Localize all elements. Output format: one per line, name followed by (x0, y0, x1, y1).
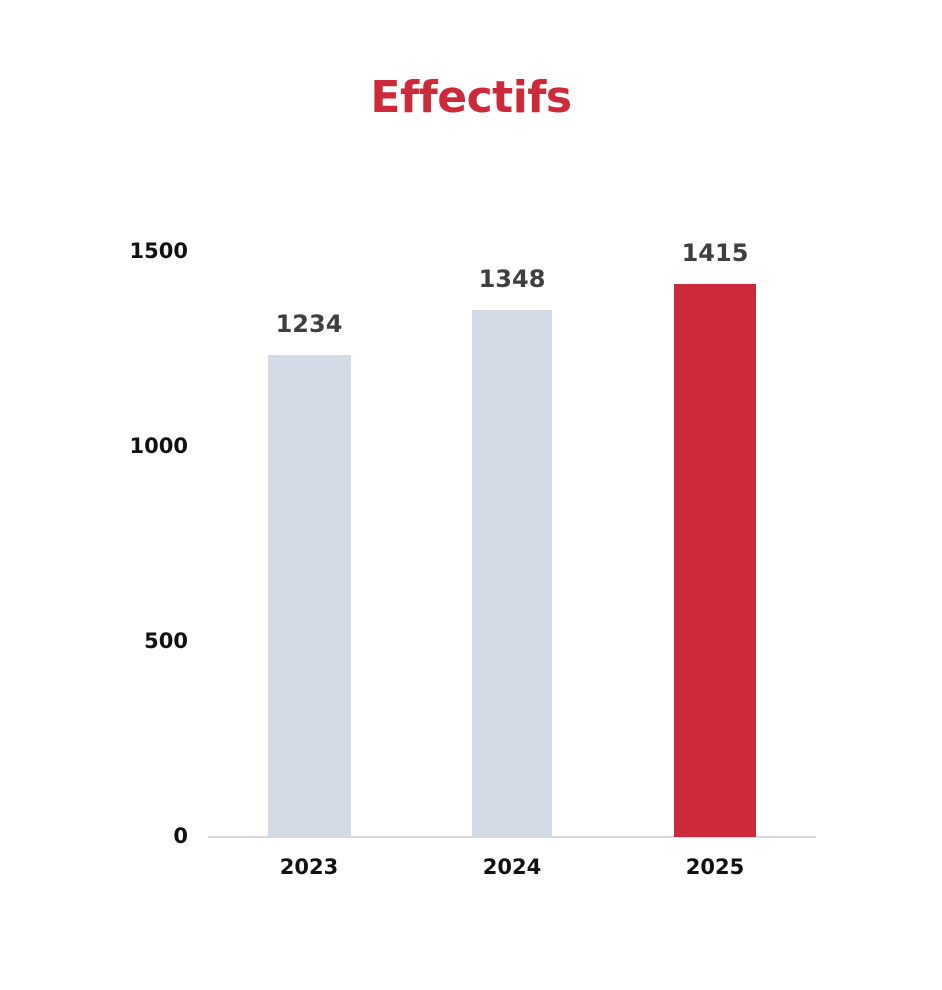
x-tick-2024: 2024 (482, 855, 542, 879)
chart-title: Effectifs (370, 72, 572, 123)
bar-2025 (674, 284, 756, 837)
bar-value-label-2024: 1348 (478, 265, 546, 294)
y-tick-1500: 1500 (129, 239, 188, 263)
x-tick-2025: 2025 (685, 855, 745, 879)
y-tick-1000: 1000 (129, 434, 188, 458)
y-tick-500: 500 (144, 629, 188, 653)
bar-2024 (472, 310, 552, 837)
bar-value-label-2025: 1415 (681, 239, 749, 268)
x-axis-line (208, 836, 816, 838)
bar-value-label-2023: 1234 (275, 309, 343, 338)
bar-2023 (268, 354, 351, 837)
y-tick-0: 0 (173, 824, 188, 848)
x-tick-2023: 2023 (279, 855, 339, 879)
